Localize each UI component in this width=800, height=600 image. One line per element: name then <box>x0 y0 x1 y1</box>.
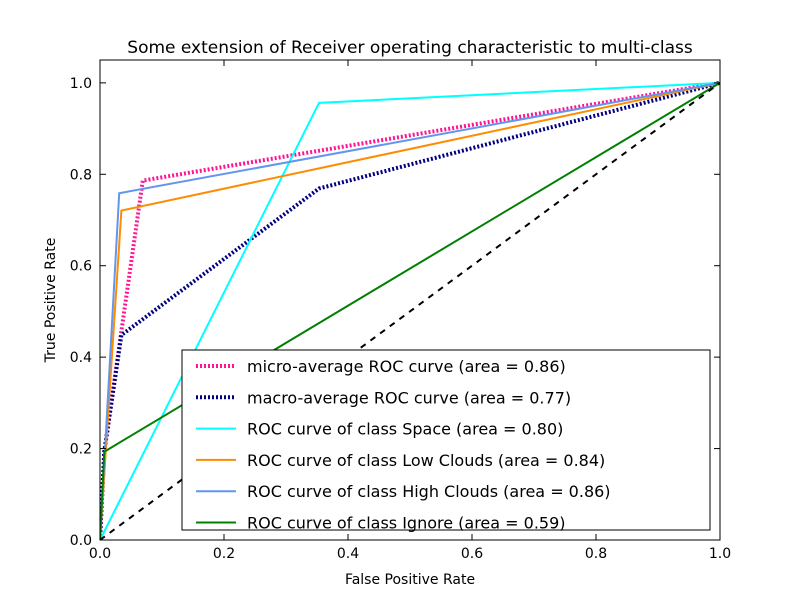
legend-frame <box>181 349 711 531</box>
y-tick-label: 0.2 <box>70 442 92 458</box>
series-layer <box>100 80 720 540</box>
series-line-4 <box>100 81 720 540</box>
y-axis: 0.0 0.2 0.4 0.6 0.8 1.0 <box>70 76 720 549</box>
x-tick-label: 1.0 <box>709 546 731 562</box>
y-tick-label: 0.4 <box>70 350 92 366</box>
legend-label-0: micro-average ROC curve (area = 0.86) <box>247 357 566 376</box>
plot-frame <box>99 59 721 541</box>
y-tick-label: 0.8 <box>70 167 92 183</box>
x-tick-label: 0.8 <box>585 546 607 562</box>
reference-diagonal-line <box>100 82 720 540</box>
legend-label-2: ROC curve of class Space (area = 0.80) <box>247 420 563 439</box>
x-tick-label: 0.0 <box>89 546 111 562</box>
x-tick-label: 0.2 <box>213 546 235 562</box>
y-axis-label: True Positive Rate <box>43 238 59 364</box>
series-line-5 <box>100 82 720 540</box>
y-tick-label: 0.0 <box>70 533 92 549</box>
y-tick-label: 0.6 <box>70 259 92 275</box>
y-tick-label: 1.0 <box>70 76 92 92</box>
series-line-2 <box>100 81 720 540</box>
chart-title: Some extension of Receiver operating cha… <box>127 38 693 58</box>
legend-items: micro-average ROC curve (area = 0.86) mac… <box>196 357 611 533</box>
legend: micro-average ROC curve (area = 0.86) mac… <box>181 349 711 533</box>
x-tick-label: 0.4 <box>337 546 359 562</box>
legend-label-4: ROC curve of class High Clouds (area = 0… <box>247 482 611 501</box>
series-line-3 <box>100 81 720 540</box>
legend-label-3: ROC curve of class Low Clouds (area = 0.… <box>247 451 605 470</box>
x-axis: 0.0 0.2 0.4 0.6 0.8 1.0 <box>89 60 731 562</box>
legend-label-1: macro-average ROC curve (area = 0.77) <box>247 388 571 407</box>
legend-label-5: ROC curve of class Ignore (area = 0.59) <box>247 514 566 533</box>
x-tick-label: 0.6 <box>461 546 483 562</box>
x-axis-label: False Positive Rate <box>345 572 475 588</box>
